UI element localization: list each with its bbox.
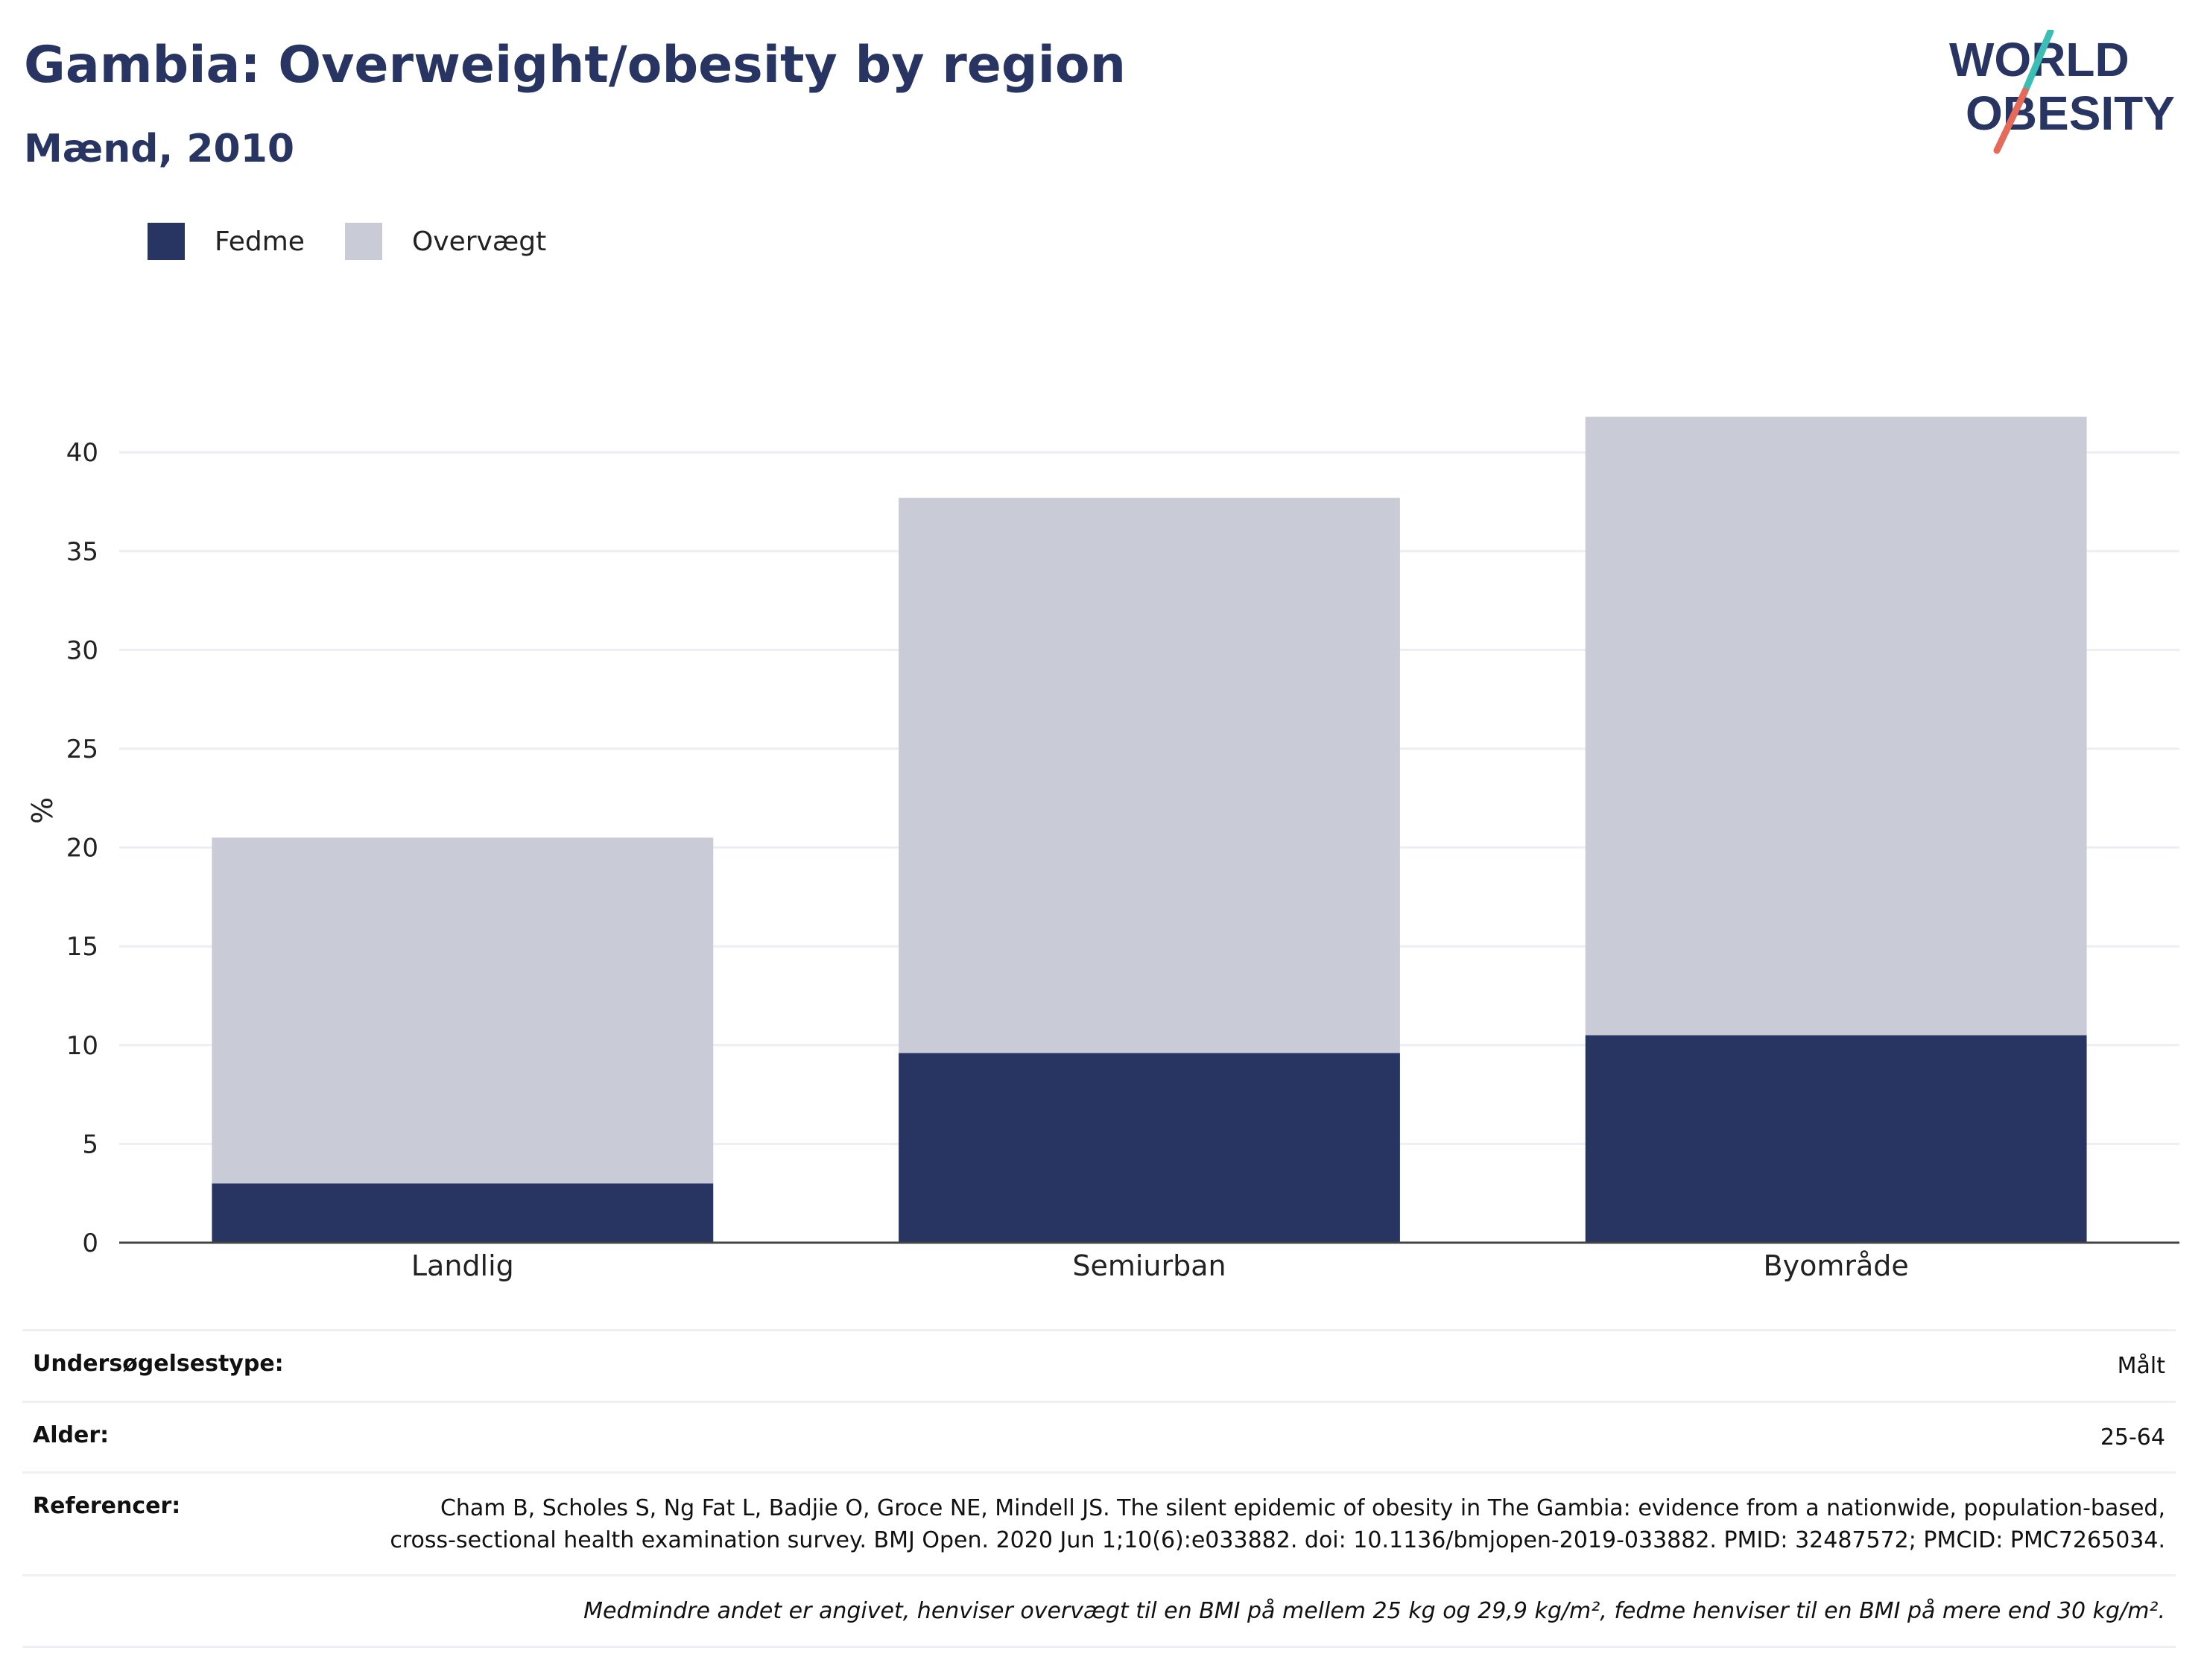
bar-overvgt-semiurban[interactable] (899, 498, 1400, 1053)
x-tick-label: Byområde (1764, 1249, 1909, 1282)
logo-slash-coral (1993, 87, 2029, 154)
age-value: 25-64 (2100, 1424, 2165, 1451)
chart-legend: Fedme Overvægt (148, 221, 586, 262)
y-tick-label: 25 (66, 735, 98, 764)
logo-slash-teal (2021, 30, 2054, 95)
bar-fedme-semiurban[interactable] (899, 1053, 1400, 1243)
stacked-bar-chart: 0 5 10 15 20 25 30 35 40 Landlig Semiurban Byområde… (26, 416, 2179, 1282)
y-tick-label: 20 (66, 834, 98, 863)
chart-title: Gambia: Overweight/obesity by region (24, 36, 1126, 95)
y-tick-label: 40 (66, 438, 98, 468)
info-row-age: Alder: 25-64 (22, 1400, 2176, 1472)
references-value: Cham B, Scholes S, Ng Fat L, Badjie O, G… (390, 1495, 2165, 1553)
references-label: Referencer: (33, 1493, 181, 1520)
info-table: Undersøgelsestype: Målt Alder: 25-64 Ref… (22, 1329, 2176, 1648)
y-tick-label: 15 (66, 932, 98, 962)
bar-fedme-landlig[interactable] (212, 1183, 714, 1243)
legend-label-overvaegt: Overvægt (411, 226, 547, 257)
bars (212, 416, 2087, 1243)
y-tick-label: 0 (82, 1229, 98, 1258)
info-row-references: Referencer: Cham B, Scholes S, Ng Fat L,… (22, 1471, 2176, 1574)
info-row-survey-type: Undersøgelsestype: Målt (22, 1329, 2176, 1401)
legend-item-overvaegt[interactable]: Overvægt (344, 223, 547, 260)
info-row-note: Medmindre andet er angivet, henviser ove… (22, 1574, 2176, 1648)
bar-overvgt-landlig[interactable] (212, 837, 714, 1184)
y-tick-label: 10 (66, 1031, 98, 1061)
legend-item-fedme[interactable]: Fedme (148, 223, 305, 260)
y-tick-label: 35 (66, 537, 98, 567)
age-label: Alder: (33, 1421, 110, 1448)
y-axis-label: % (26, 797, 59, 824)
chart-subtitle: Mænd, 2010 (24, 127, 295, 171)
legend-swatch-fedme (148, 223, 185, 260)
x-tick-label: Landlig (411, 1249, 514, 1282)
axes: 0 5 10 15 20 25 30 35 40 Landlig Semiurban Byområde… (26, 438, 2179, 1282)
bar-overvgt-byomrde[interactable] (1585, 416, 2087, 1036)
y-tick-label: 5 (82, 1129, 98, 1159)
x-tick-label: Semiurban (1072, 1249, 1226, 1282)
bar-fedme-byomrde[interactable] (1585, 1035, 2087, 1243)
world-obesity-logo: WORLD OBESITY (1949, 30, 2175, 154)
legend-swatch-overvaegt (344, 223, 382, 260)
logo-word-obesity: OBESITY (1966, 86, 2175, 140)
legend-label-fedme: Fedme (215, 226, 305, 257)
survey-type-value: Målt (2117, 1353, 2165, 1379)
survey-type-label: Undersøgelsestype: (33, 1351, 284, 1377)
y-tick-label: 30 (66, 635, 98, 665)
bmi-definition-note: Medmindre andet er angivet, henviser ove… (583, 1598, 2165, 1625)
